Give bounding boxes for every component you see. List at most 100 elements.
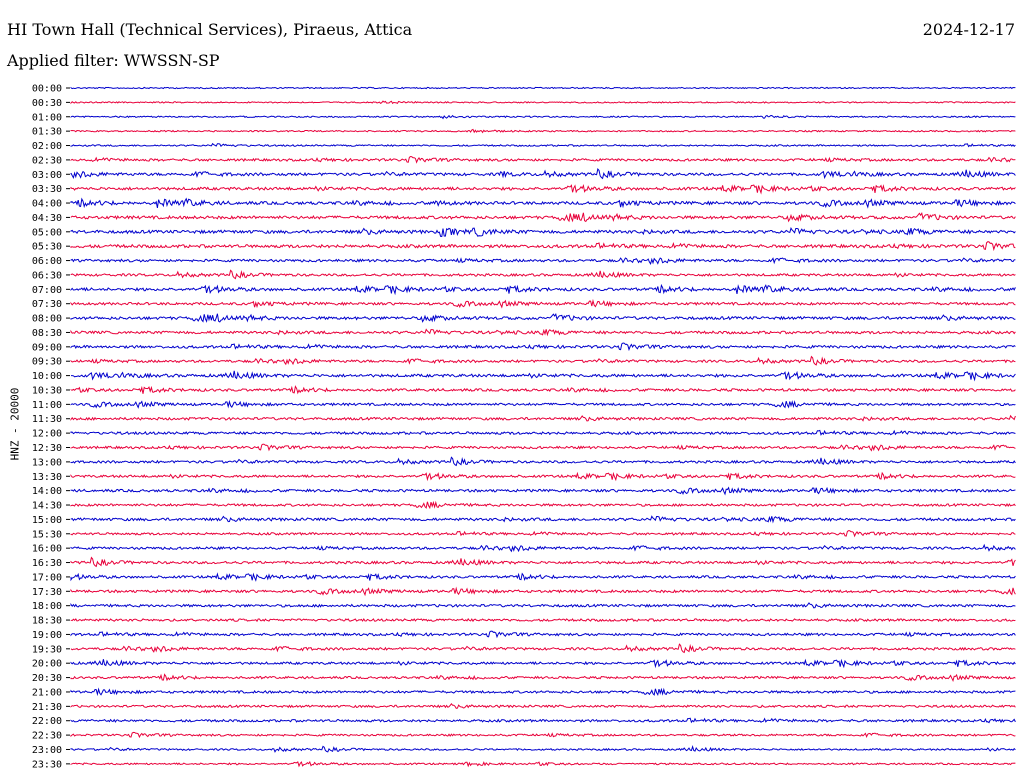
seismic-trace-row	[70, 572, 1016, 582]
row-time-label: 23:30	[32, 759, 62, 770]
seismic-trace-row	[70, 168, 1016, 180]
row-time-label: 04:00	[32, 199, 62, 210]
row-time-label: 03:30	[32, 184, 62, 195]
seismic-trace-row	[70, 212, 1016, 223]
row-time-label: 09:00	[32, 342, 62, 353]
seismic-trace-row	[70, 114, 1016, 120]
seismic-trace-row	[70, 556, 1016, 568]
seismic-trace-row	[70, 283, 1016, 296]
row-time-label: 20:00	[32, 659, 62, 670]
row-time-label: 11:30	[32, 414, 62, 425]
row-time-label: 06:30	[32, 270, 62, 281]
row-time-label: 19:30	[32, 644, 62, 655]
seismic-trace-row	[70, 630, 1016, 639]
row-time-label: 11:00	[32, 400, 62, 411]
row-time-label: 12:30	[32, 443, 62, 454]
row-time-label: 00:00	[32, 84, 62, 95]
seismic-trace-row	[70, 298, 1016, 309]
seismic-trace-row	[70, 658, 1016, 669]
seismic-trace-row	[71, 370, 1016, 382]
seismic-trace-row	[70, 500, 1016, 510]
row-time-label: 18:30	[32, 616, 62, 627]
row-time-label: 01:30	[32, 127, 62, 138]
row-time-label: 08:00	[32, 314, 62, 325]
row-time-label: 12:00	[32, 429, 62, 440]
seismic-trace-row	[70, 745, 1016, 753]
row-time-label: 07:00	[32, 285, 62, 296]
seismic-trace-row	[70, 643, 1016, 654]
row-time-label: 10:00	[32, 371, 62, 382]
row-time-label: 09:30	[32, 357, 62, 368]
seismic-trace-row	[70, 241, 1016, 252]
seismic-trace-row	[70, 328, 1016, 337]
seismic-trace-row	[70, 731, 1016, 739]
seismic-trace-row	[70, 155, 1016, 164]
seismic-trace-row	[70, 586, 1016, 597]
station-title: HI Town Hall (Technical Services), Pirae…	[7, 20, 413, 39]
row-time-label: 05:30	[32, 242, 62, 253]
row-time-label: 15:30	[32, 529, 62, 540]
row-time-label: 02:00	[32, 141, 62, 152]
row-time-label: 07:30	[32, 299, 62, 310]
seismic-trace-row	[70, 443, 1016, 452]
row-time-label: 16:00	[32, 544, 62, 555]
seismic-trace-row	[70, 429, 1016, 436]
row-time-label: 21:30	[32, 702, 62, 713]
row-time-label: 03:00	[32, 170, 62, 181]
row-time-label: 15:00	[32, 515, 62, 526]
seismic-trace-row	[70, 142, 1016, 148]
seismic-trace-row	[70, 257, 1016, 265]
filter-label: Applied filter: WWSSN-SP	[7, 51, 220, 70]
seismic-trace-row	[70, 414, 1016, 422]
seismic-trace-row	[70, 269, 1016, 280]
seismic-trace-row	[70, 486, 1016, 496]
seismic-trace-row	[70, 342, 1016, 352]
row-time-label: 18:00	[32, 601, 62, 612]
row-time-label: 04:30	[32, 213, 62, 224]
row-time-label: 16:30	[32, 558, 62, 569]
row-time-label: 19:00	[32, 630, 62, 641]
row-time-label: 22:00	[32, 716, 62, 727]
row-time-label: 08:30	[32, 328, 62, 339]
row-time-label: 17:30	[32, 587, 62, 598]
seismic-trace-row	[70, 226, 1016, 238]
seismic-trace-row	[70, 456, 1016, 467]
seismic-trace-row	[70, 471, 1016, 482]
row-time-label: 13:30	[32, 472, 62, 483]
row-time-label: 06:00	[32, 256, 62, 267]
row-time-label: 02:30	[32, 155, 62, 166]
row-time-label: 22:30	[32, 731, 62, 742]
seismic-trace-row	[70, 543, 1016, 553]
row-time-label: 20:30	[32, 673, 62, 684]
seismic-trace-row	[70, 703, 1016, 709]
seismic-trace-row	[70, 86, 1016, 90]
record-date: 2024-12-17	[922, 20, 1015, 39]
row-time-label: 05:00	[32, 227, 62, 238]
seismic-trace-row	[70, 687, 1016, 697]
seismic-trace-row	[70, 602, 1016, 609]
seismic-trace-row	[70, 617, 1016, 623]
row-time-label: 10:30	[32, 385, 62, 396]
seismic-trace-row	[70, 355, 1016, 366]
seismic-trace-row	[70, 100, 1016, 105]
seismic-trace-row	[70, 673, 1016, 682]
seismic-trace-row	[70, 717, 1016, 724]
row-time-label: 23:00	[32, 745, 62, 756]
seismic-trace-row	[70, 197, 1016, 209]
row-time-label: 14:00	[32, 486, 62, 497]
seismic-trace-row	[70, 760, 1016, 768]
row-time-label: 00:30	[32, 98, 62, 109]
seismic-trace-row	[70, 515, 1016, 524]
seismic-trace-row	[70, 183, 1016, 195]
seismic-trace-row	[70, 312, 1016, 323]
seismic-trace-row	[70, 128, 1016, 134]
seismic-trace-row	[70, 385, 1016, 395]
row-time-label: 17:00	[32, 572, 62, 583]
row-time-label: 01:00	[32, 112, 62, 123]
row-time-label: 21:00	[32, 687, 62, 698]
row-time-label: 14:30	[32, 501, 62, 512]
row-time-label: 13:00	[32, 457, 62, 468]
seismic-trace-row	[70, 530, 1016, 538]
seismic-trace-row	[70, 399, 1016, 409]
